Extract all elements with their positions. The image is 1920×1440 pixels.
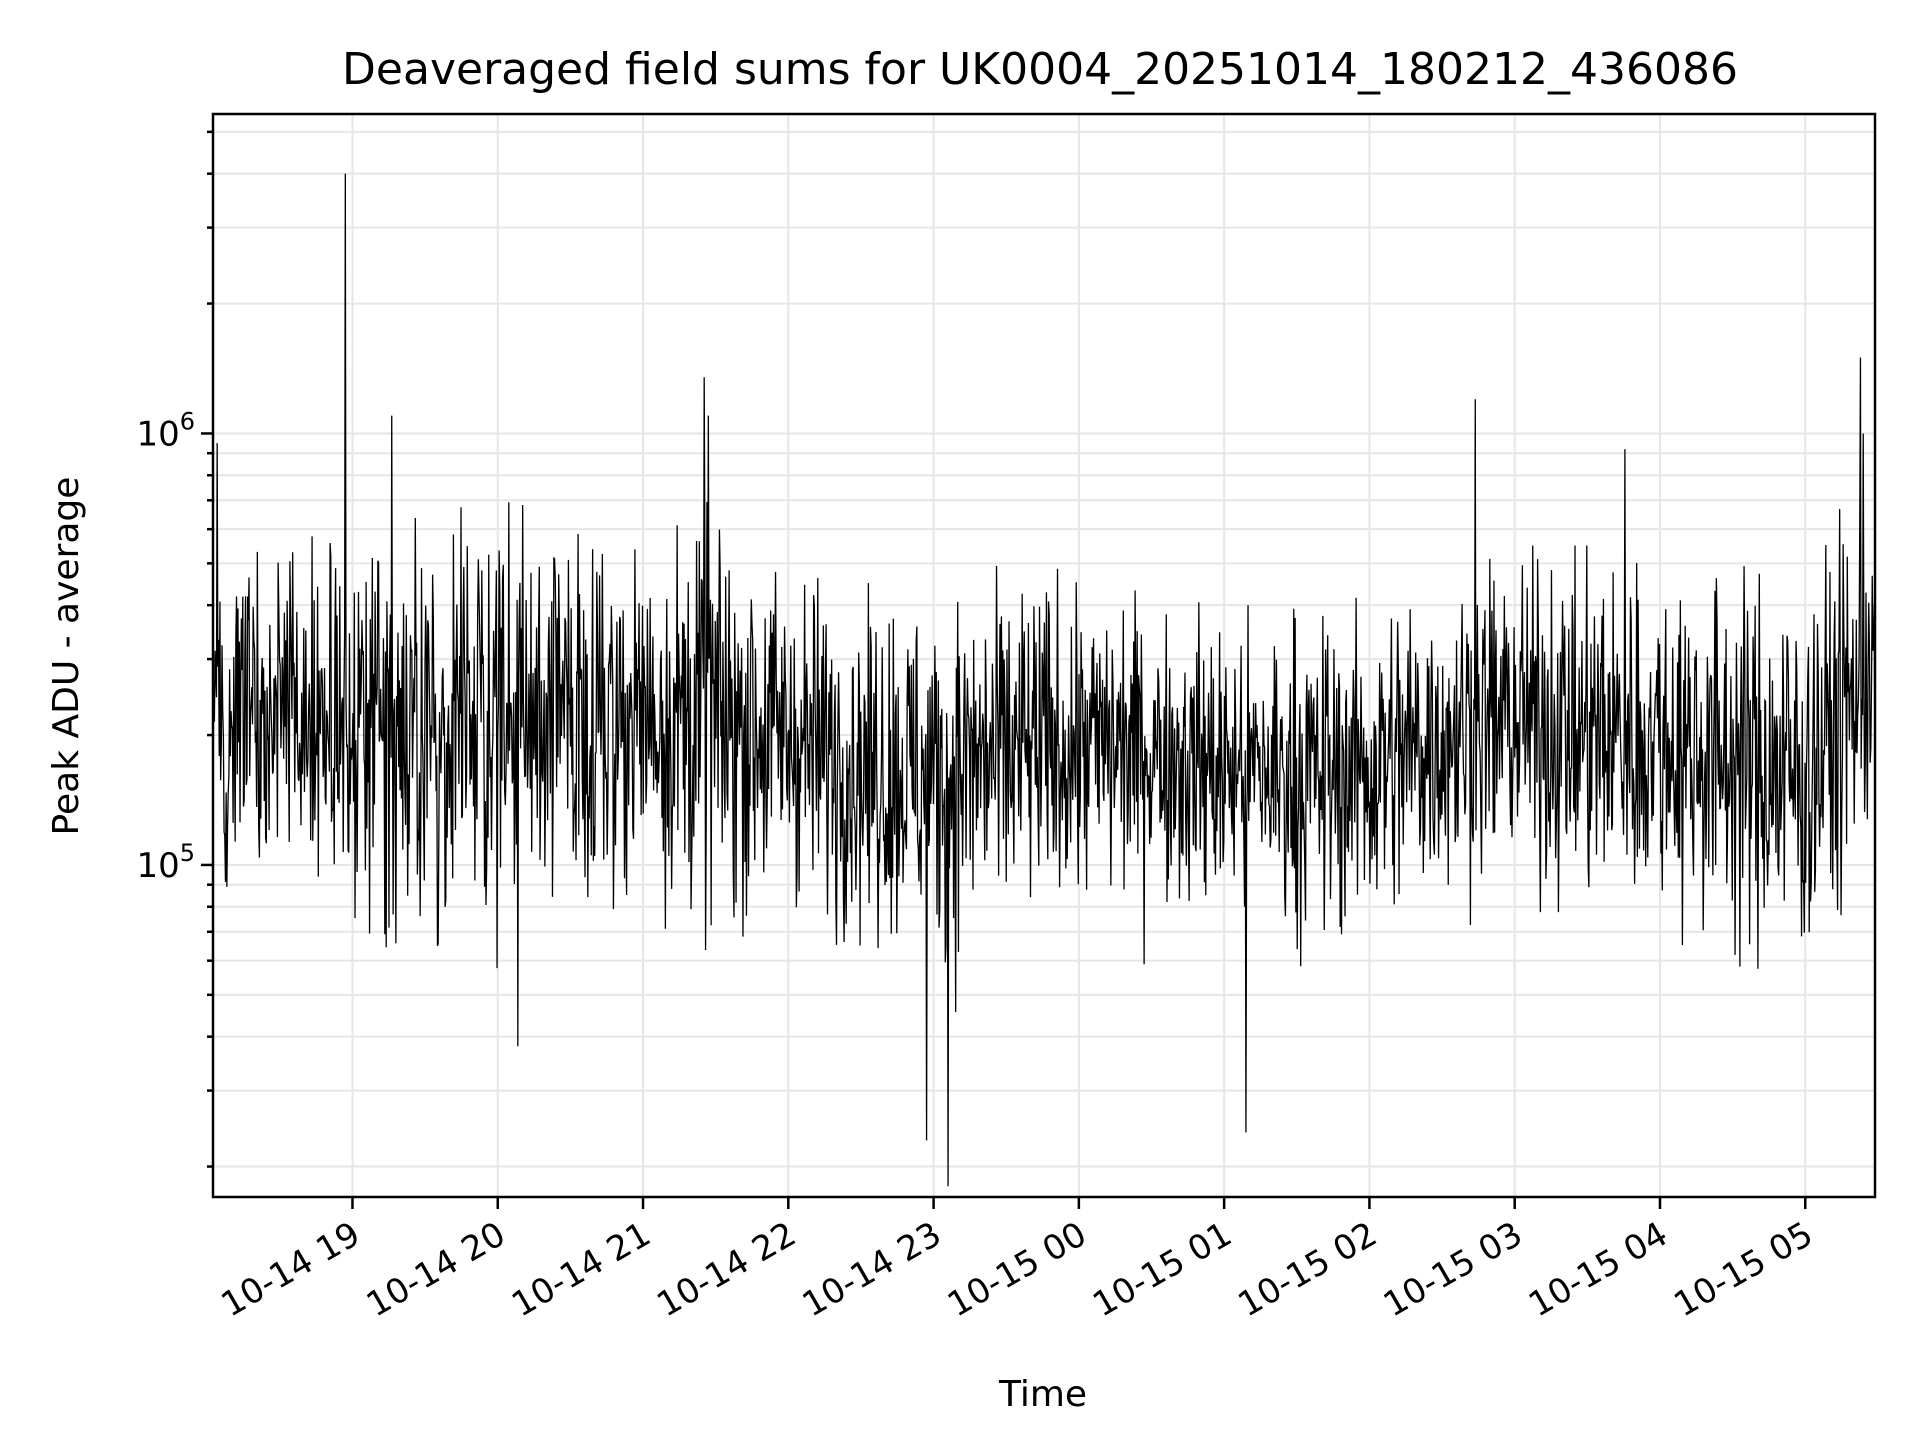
y-axis-label: Peak ADU - average bbox=[46, 477, 87, 836]
y-tick-label: 105 bbox=[136, 839, 195, 886]
x-axis-label: Time bbox=[998, 1374, 1087, 1415]
x-tick-label: 10-14 21 bbox=[505, 1214, 657, 1325]
chart-title: Deaveraged field sums for UK0004_2025101… bbox=[342, 44, 1738, 95]
x-tick-label: 10-15 03 bbox=[1377, 1214, 1529, 1325]
x-tick-label: 10-15 01 bbox=[1086, 1214, 1238, 1325]
y-tick-label: 106 bbox=[136, 407, 195, 454]
x-tick-label: 10-14 22 bbox=[650, 1214, 802, 1325]
x-tick-label: 10-15 04 bbox=[1522, 1214, 1674, 1325]
series-line bbox=[212, 173, 1876, 1187]
x-tick-label: 10-14 20 bbox=[360, 1214, 512, 1325]
x-tick-label: 10-15 05 bbox=[1667, 1214, 1819, 1325]
plot-frame bbox=[211, 112, 1877, 1199]
x-tick-label: 10-14 23 bbox=[796, 1214, 948, 1325]
series-layer bbox=[212, 173, 1876, 1187]
x-tick-label: 10-15 00 bbox=[941, 1214, 1093, 1325]
x-tick-label: 10-14 19 bbox=[215, 1214, 367, 1325]
x-tick-label: 10-15 02 bbox=[1232, 1214, 1384, 1325]
y-axis: 105 106 bbox=[136, 130, 213, 1168]
